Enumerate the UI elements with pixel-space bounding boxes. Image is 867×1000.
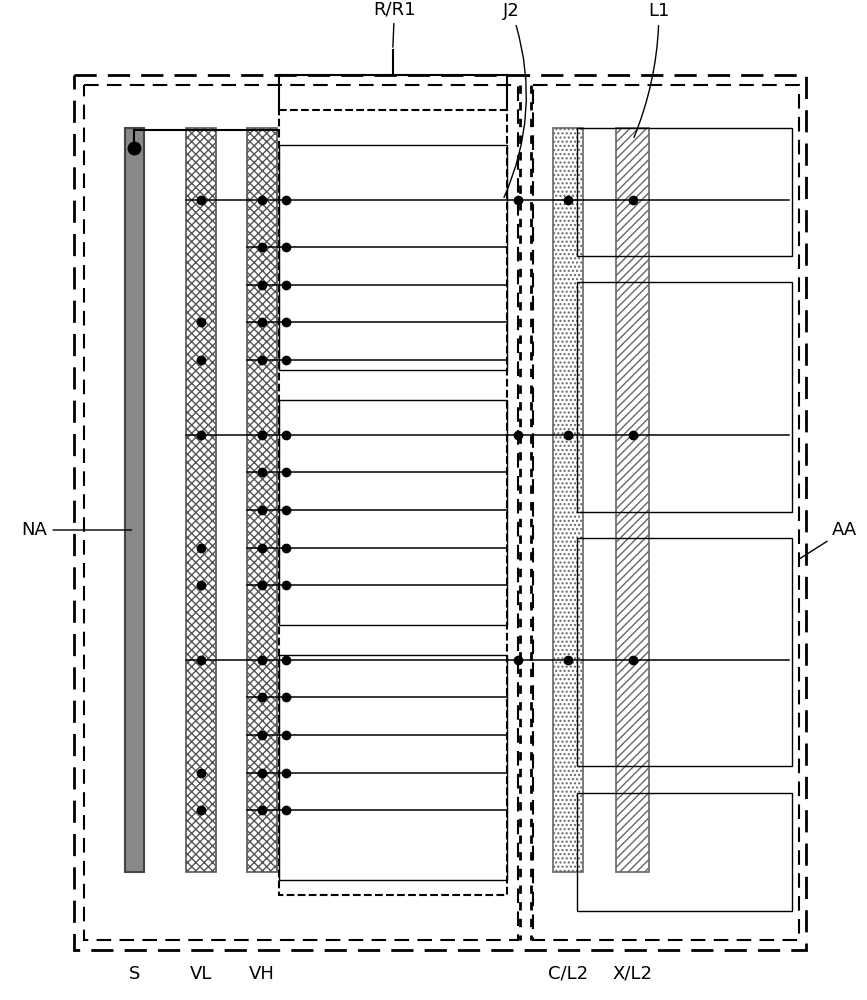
Bar (577, 282, 792, 512)
Bar (279, 400, 507, 625)
Text: NA: NA (22, 521, 132, 539)
Text: C/L2: C/L2 (548, 965, 588, 983)
Bar (279, 145, 507, 370)
Bar (533, 85, 799, 940)
Bar (84, 85, 518, 940)
Bar (186, 128, 216, 872)
Text: S: S (128, 965, 140, 983)
Bar (616, 128, 649, 872)
Bar (553, 128, 583, 872)
Text: J2: J2 (503, 2, 526, 197)
Bar (279, 110, 507, 895)
Text: R/R1: R/R1 (373, 0, 416, 47)
Text: VH: VH (249, 965, 275, 983)
Bar (577, 793, 792, 911)
Text: L1: L1 (634, 2, 669, 137)
Bar (279, 655, 507, 880)
Text: VL: VL (190, 965, 212, 983)
Text: AA: AA (800, 521, 857, 559)
Bar (577, 538, 792, 766)
Text: X/L2: X/L2 (613, 965, 653, 983)
Bar (74, 75, 806, 950)
Bar (247, 128, 277, 872)
Bar (577, 128, 792, 256)
Bar (125, 128, 144, 872)
